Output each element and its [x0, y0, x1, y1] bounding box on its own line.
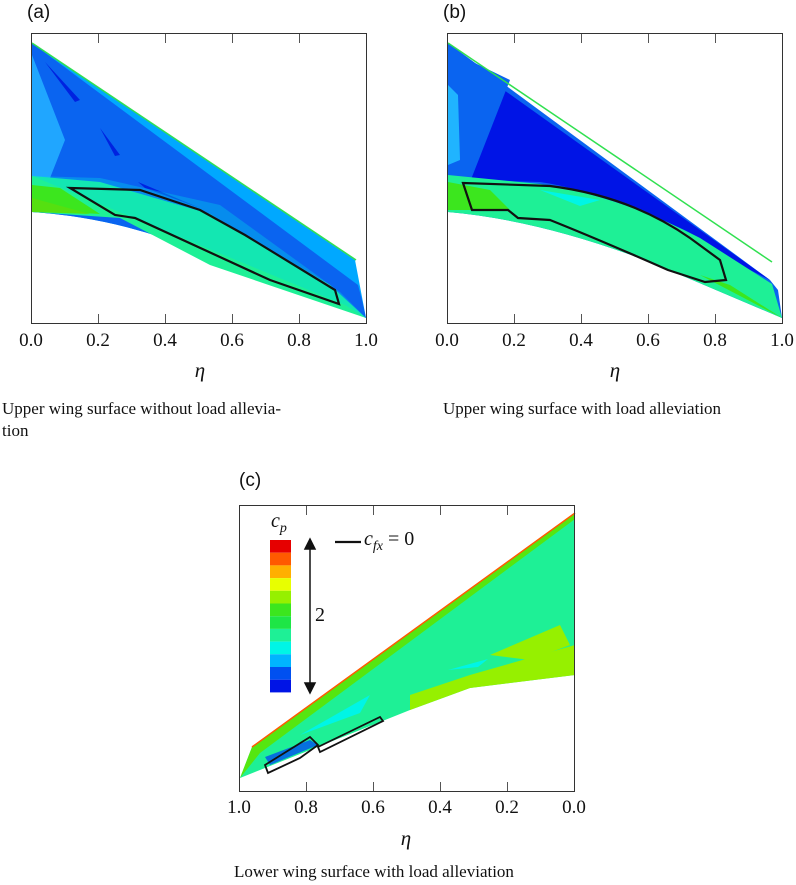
- cfx-eq: = 0: [383, 528, 415, 550]
- tick-b-3: 0.6: [636, 330, 660, 351]
- axis-label-b: η: [609, 358, 621, 382]
- caption-a-line2: tion: [2, 421, 29, 440]
- tick-a-2: 0.4: [153, 330, 177, 351]
- tick-b-1: 0.2: [502, 330, 526, 351]
- panel-c-plot: [239, 505, 576, 792]
- range-label: 2: [315, 604, 325, 626]
- panel-c-label: (c): [239, 470, 262, 491]
- panel-b-plot: [447, 33, 783, 324]
- cfx-legend-label: cfx = 0: [364, 528, 414, 555]
- panel-a-plot: [31, 33, 367, 324]
- range-arrow-icon: [303, 537, 317, 695]
- tick-c-1: 0.8: [294, 797, 318, 818]
- cp-colorbar: [270, 540, 291, 693]
- cfx-sub: fx: [372, 539, 383, 554]
- caption-a: Upper wing surface without load allevia-…: [2, 398, 281, 442]
- axis-label-a: η: [194, 358, 206, 382]
- tick-a-4: 0.8: [287, 330, 311, 351]
- caption-a-line1: Upper wing surface without load allevia-: [2, 399, 281, 418]
- cp-label: cp: [271, 510, 287, 537]
- tick-c-2: 0.6: [361, 797, 385, 818]
- tick-c-5: 0.0: [562, 797, 586, 818]
- tick-b-0: 0.0: [435, 330, 459, 351]
- tick-a-1: 0.2: [86, 330, 110, 351]
- cp-label-c: c: [271, 510, 280, 532]
- tick-a-5: 1.0: [354, 330, 378, 351]
- tick-b-2: 0.4: [569, 330, 593, 351]
- tick-c-4: 0.2: [495, 797, 519, 818]
- panel-b-label: (b): [443, 2, 467, 23]
- panel-a-label: (a): [27, 2, 51, 23]
- tick-c-3: 0.4: [428, 797, 452, 818]
- cfx-c: c: [364, 528, 373, 550]
- tick-c-0: 1.0: [227, 797, 251, 818]
- tick-b-4: 0.8: [703, 330, 727, 351]
- tick-a-3: 0.6: [220, 330, 244, 351]
- caption-c: Lower wing surface with load alleviation: [234, 862, 514, 881]
- tick-a-0: 0.0: [19, 330, 43, 351]
- cp-label-sub: p: [279, 521, 287, 536]
- caption-b: Upper wing surface with load alleviation: [443, 399, 722, 418]
- axis-label-c: η: [400, 826, 412, 850]
- tick-b-5: 1.0: [770, 330, 794, 351]
